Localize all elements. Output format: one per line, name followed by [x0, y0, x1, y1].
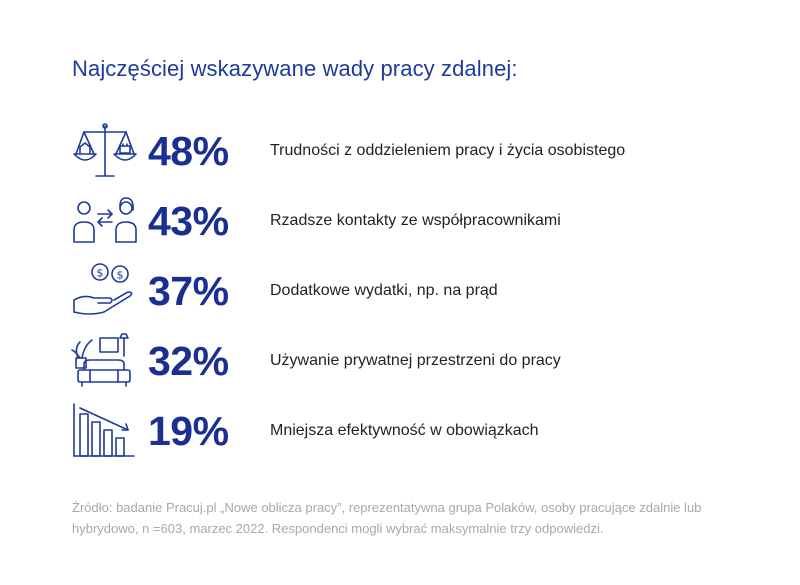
item-label: Mniejsza efektywność w obowiązkach	[270, 422, 539, 439]
source-note: Źródło: badanie Pracuj.pl „Nowe oblicza …	[72, 500, 702, 536]
declining-bars-icon	[70, 400, 140, 462]
percent-value: 43%	[148, 197, 229, 244]
page-title: Najczęściej wskazywane wady pracy zdalne…	[72, 56, 518, 81]
balance-scale-icon	[70, 120, 140, 182]
list-item: 43% Rzadsze kontakty ze współpracownikam…	[70, 190, 770, 252]
item-label: Dodatkowe wydatki, np. na prąd	[270, 282, 498, 299]
list-item: 19% Mniejsza efektywność w obowiązkach	[70, 400, 770, 462]
svg-text:$: $	[117, 269, 124, 282]
list-item: 32% Używanie prywatnej przestrzeni do pr…	[70, 330, 770, 392]
item-label: Używanie prywatnej przestrzeni do pracy	[270, 352, 561, 369]
percent-value: 37%	[148, 267, 229, 314]
list-item: $ $ 37% Dodatkowe wydatki, np. na prąd	[70, 260, 770, 322]
living-room-icon	[70, 330, 140, 392]
item-label: Trudności z oddzieleniem pracy i życia o…	[270, 142, 626, 159]
list-item: 48% Trudności z oddzieleniem pracy i życ…	[70, 120, 770, 182]
percent-value: 32%	[148, 337, 229, 384]
percent-value: 48%	[148, 127, 229, 174]
svg-text:$: $	[97, 267, 104, 280]
hand-coins-icon: $ $	[70, 260, 140, 322]
percent-value: 19%	[148, 407, 229, 454]
two-people-arrows-icon	[70, 190, 140, 252]
item-label: Rzadsze kontakty ze współpracownikami	[270, 212, 561, 229]
